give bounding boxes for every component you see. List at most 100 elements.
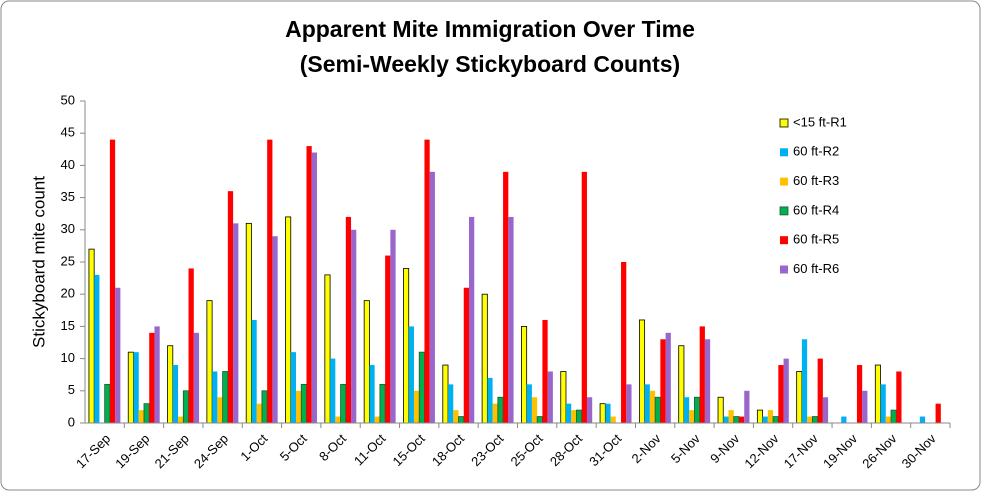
bar [245, 222, 252, 424]
bar [649, 390, 656, 423]
bar [296, 390, 302, 423]
bar [547, 371, 553, 423]
y-tick-label: 15 [61, 318, 75, 333]
bar [442, 364, 449, 424]
bar [188, 268, 194, 423]
y-tick-label: 0 [68, 414, 75, 429]
bar [762, 416, 768, 423]
bar [487, 377, 493, 423]
bar [418, 351, 425, 424]
bar [424, 139, 430, 423]
bar [665, 332, 671, 423]
bar [811, 416, 819, 424]
bar [306, 146, 312, 423]
bar [88, 248, 95, 424]
chart-title: Apparent Mite Immigration Over Time [285, 16, 695, 42]
bar [369, 365, 375, 423]
bar [807, 416, 813, 423]
bar [689, 410, 695, 423]
bar [699, 326, 705, 423]
bar [481, 293, 488, 424]
bar [772, 416, 779, 424]
bar [801, 339, 808, 423]
bar [856, 365, 863, 423]
bar [581, 171, 587, 423]
bar [345, 216, 352, 423]
y-axis-title: Stickyboard mite count [29, 176, 48, 348]
bar [560, 371, 567, 424]
legend-swatch [780, 265, 788, 274]
legend [770, 100, 950, 290]
legend-label: 60 ft-R5 [793, 232, 839, 247]
bar [448, 384, 454, 423]
bar [251, 319, 257, 423]
legend-swatch [780, 148, 788, 157]
bar [660, 339, 666, 423]
bar [890, 409, 897, 424]
bar [285, 216, 292, 424]
bar [149, 332, 155, 423]
bar [531, 397, 538, 423]
bar [841, 416, 847, 423]
bar [222, 371, 229, 424]
y-tick-label: 30 [61, 221, 75, 236]
bar [678, 345, 685, 424]
legend-swatch [779, 206, 789, 216]
bar [728, 410, 734, 423]
bar [796, 371, 803, 424]
bar [413, 390, 420, 423]
bar [571, 410, 577, 423]
bar [644, 384, 650, 423]
bar [256, 403, 262, 423]
bar [723, 416, 729, 423]
bar [638, 319, 646, 424]
bar [109, 139, 116, 423]
bar [767, 410, 774, 423]
bar [133, 352, 139, 423]
bar [599, 403, 606, 424]
bar [267, 139, 273, 423]
bar [167, 345, 174, 424]
bar [182, 390, 189, 424]
bar [193, 332, 200, 423]
bar [261, 390, 268, 424]
bar [605, 403, 611, 423]
y-tick-label: 35 [61, 189, 75, 204]
bar [138, 410, 144, 423]
bar [469, 216, 475, 423]
bar [408, 326, 414, 423]
bar [756, 409, 763, 424]
y-tick-label: 50 [61, 92, 75, 107]
bar [206, 300, 213, 424]
legend-label: 60 ft-R4 [793, 202, 839, 217]
bar [154, 326, 160, 423]
bar [508, 216, 514, 423]
legend-swatch [780, 236, 788, 245]
bar [311, 152, 317, 423]
bar [403, 268, 410, 424]
bar [744, 390, 750, 423]
bar [536, 416, 543, 424]
bar [351, 229, 357, 423]
bar [896, 371, 902, 423]
bar [885, 416, 892, 423]
bar [586, 397, 593, 423]
bar [919, 416, 926, 423]
bar [458, 416, 465, 424]
legend-label: 60 ft-R6 [793, 261, 839, 276]
bar [324, 274, 331, 424]
bar [300, 383, 307, 424]
bar [654, 396, 661, 424]
bar [115, 287, 121, 423]
bar [374, 416, 380, 423]
y-tick-label: 25 [61, 253, 75, 268]
y-tick-label: 10 [61, 350, 75, 365]
legend-label: <15 ft-R1 [793, 114, 847, 129]
bar [217, 397, 223, 423]
y-tick-label: 5 [68, 382, 75, 397]
bar [576, 409, 583, 424]
bar [143, 403, 150, 424]
legend-label: 60 ft-R2 [793, 144, 839, 159]
bar [626, 384, 632, 423]
